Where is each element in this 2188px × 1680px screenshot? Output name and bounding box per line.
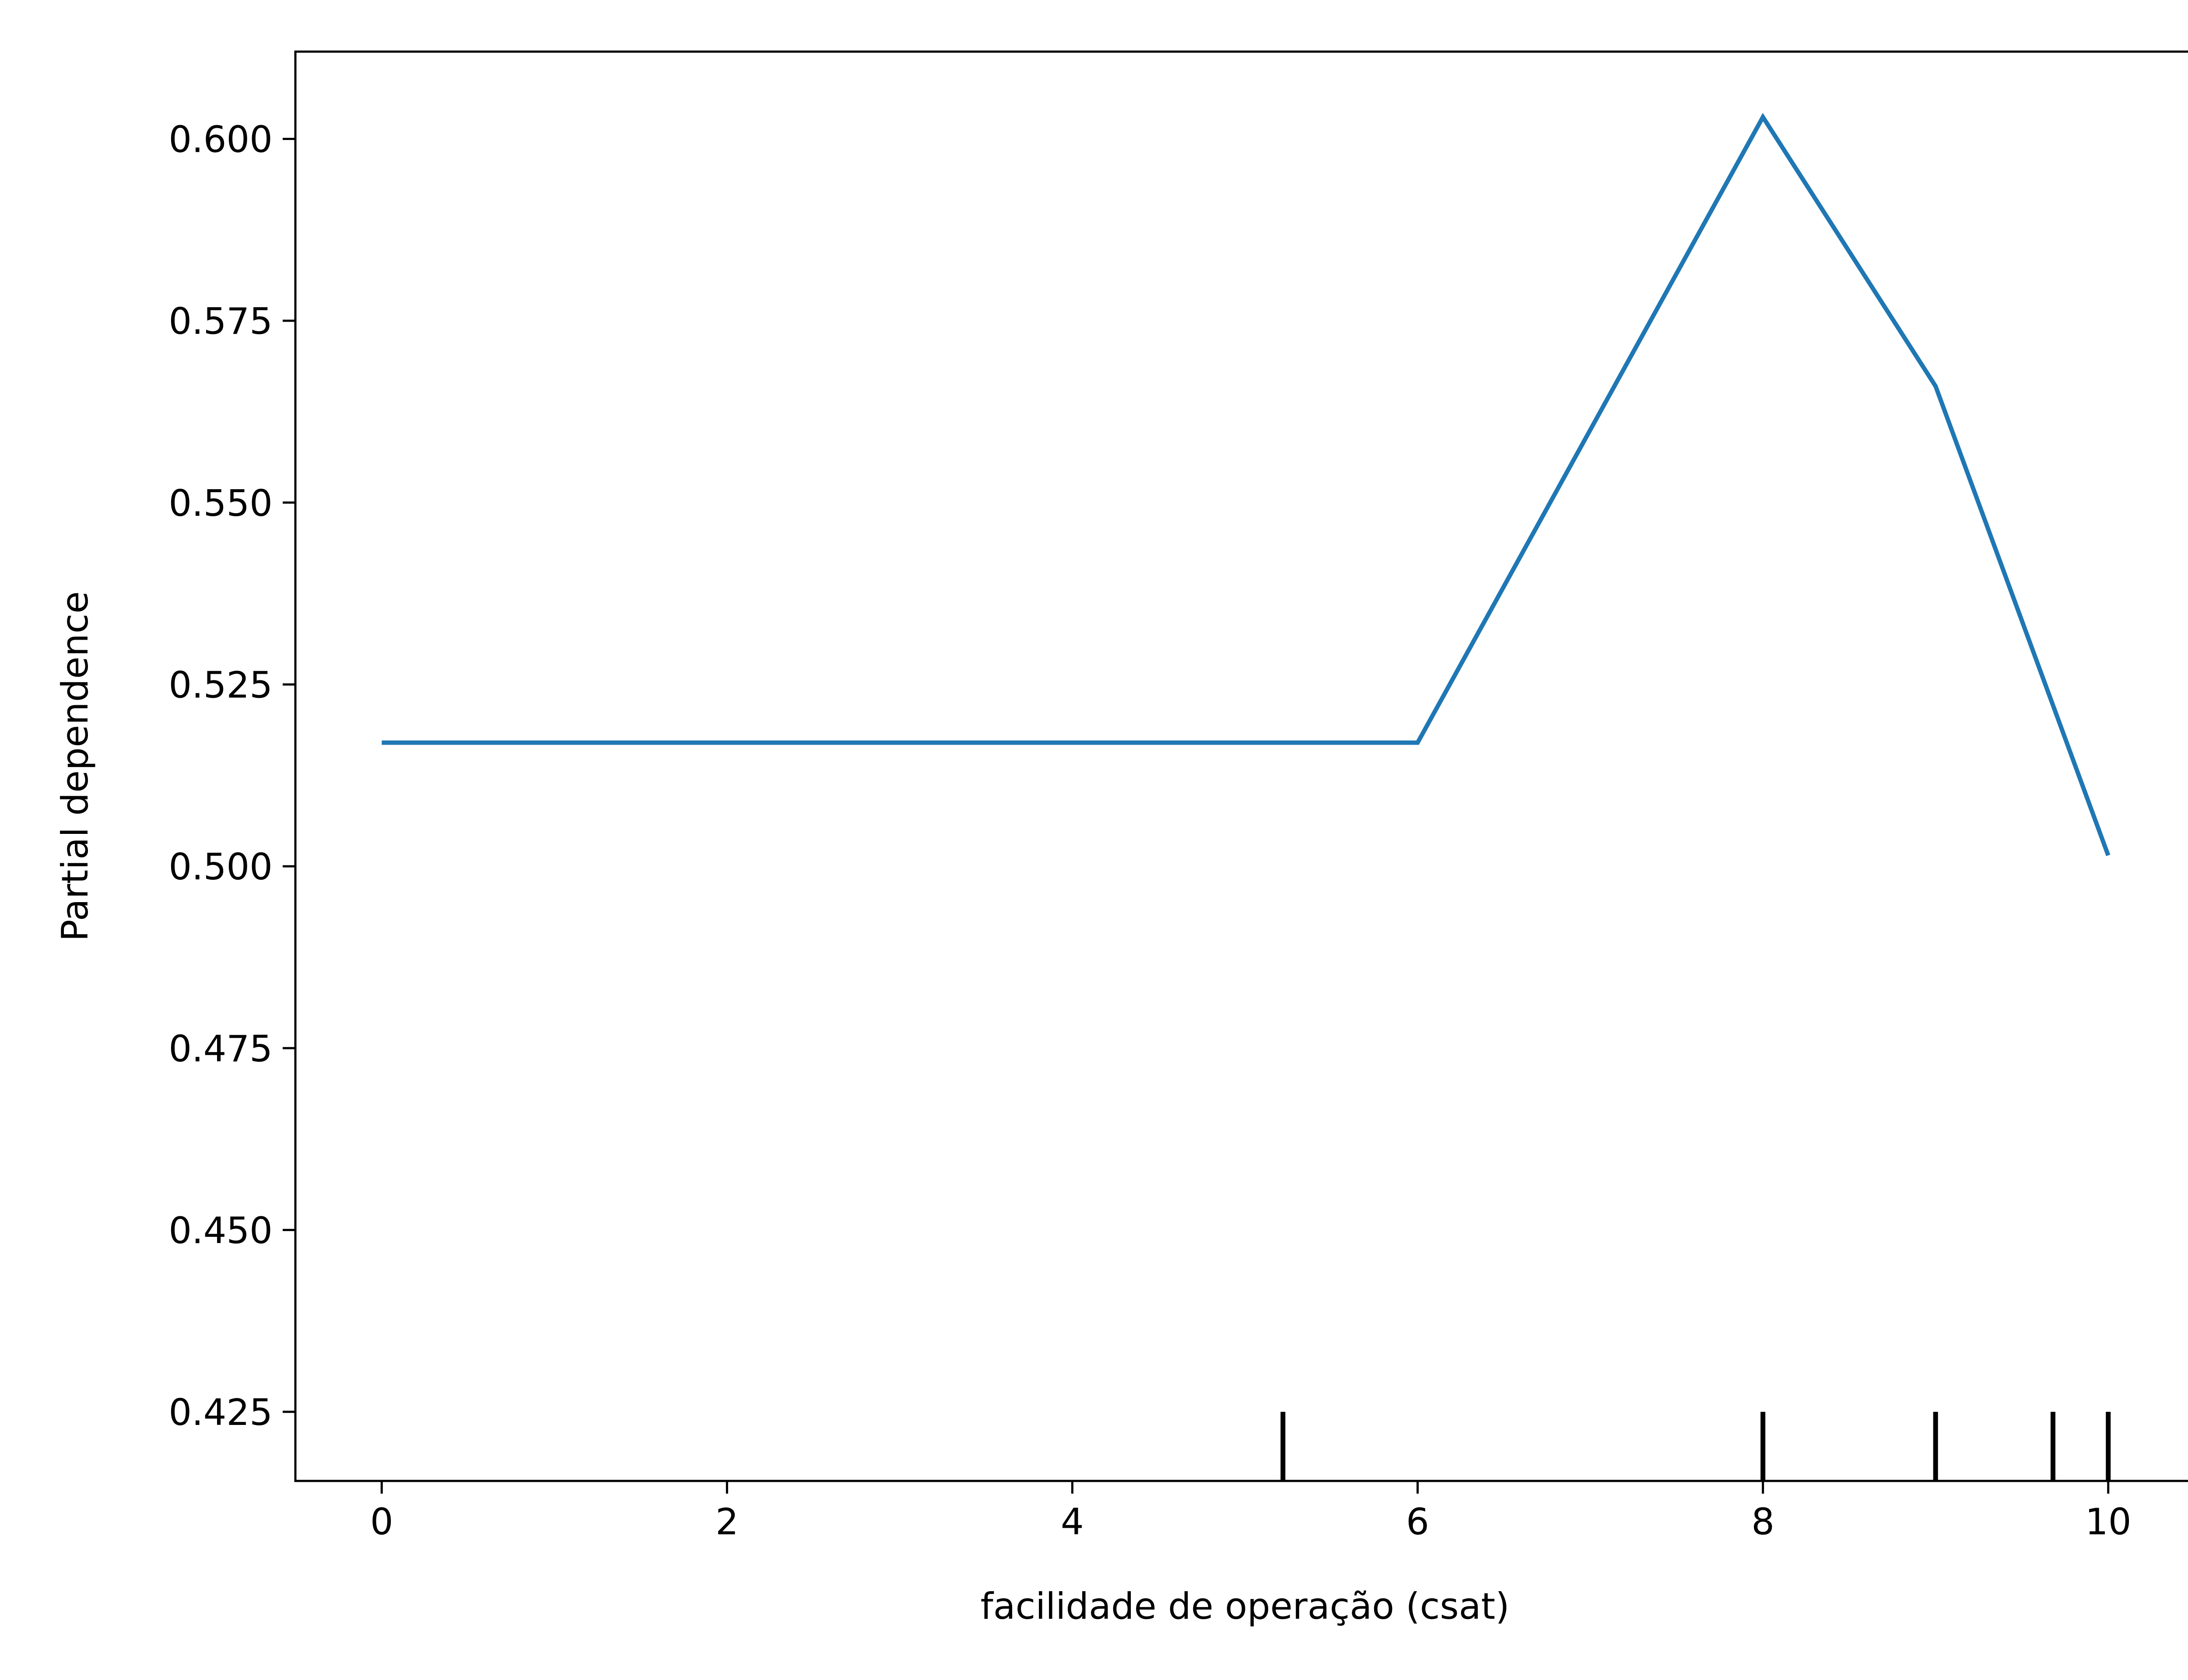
y-axis-ticks: 0.425 0.450 0.475 0.500 0.525 0.550 0.575 0.600 [168, 119, 295, 1434]
x-tick-label: 2 [715, 1501, 739, 1543]
y-tick-label: 0.450 [168, 1209, 273, 1252]
y-tick-label: 0.475 [168, 1028, 273, 1070]
x-tick-label: 6 [1406, 1501, 1429, 1543]
plot-frame [294, 50, 2188, 1482]
y-tick-label: 0.500 [168, 846, 273, 888]
plot-marks [382, 112, 2111, 1481]
x-tick-label: 4 [1061, 1501, 1084, 1543]
x-axis-label: facilidade de operação (csat) [981, 1585, 1510, 1628]
y-tick-label: 0.525 [168, 664, 273, 706]
y-axis-label: Partial dependence [54, 591, 96, 941]
y-tick-label: 0.550 [168, 482, 273, 525]
x-axis-ticks: 0 2 4 6 8 10 [370, 1481, 2132, 1543]
y-tick-label: 0.425 [168, 1391, 273, 1434]
x-tick-label: 0 [370, 1501, 393, 1543]
x-tick-label: 10 [2085, 1501, 2132, 1543]
y-tick-label: 0.575 [168, 300, 273, 343]
x-tick-label: 8 [1751, 1501, 1774, 1543]
series-line-0 [382, 112, 2111, 856]
y-tick-label: 0.600 [168, 119, 273, 161]
